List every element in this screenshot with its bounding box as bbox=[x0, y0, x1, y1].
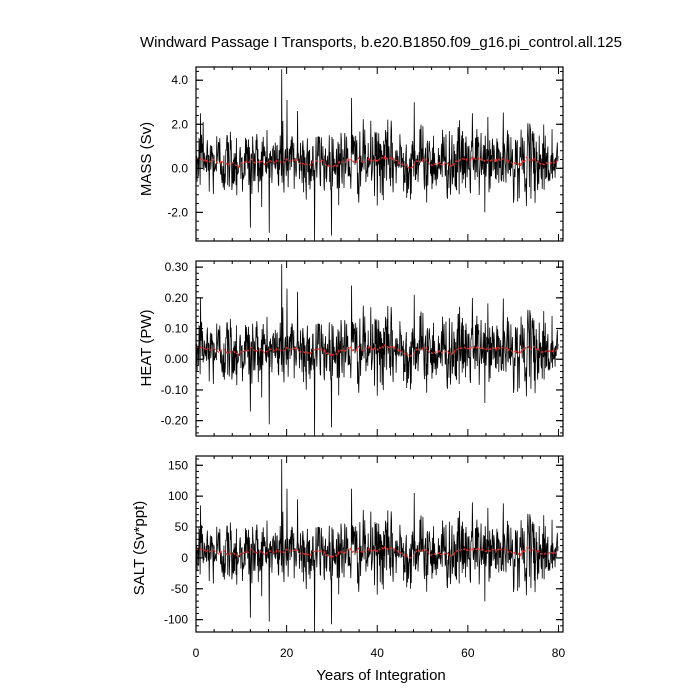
x-tick-label: 60 bbox=[461, 646, 475, 660]
y-tick-label: -0.10 bbox=[161, 383, 189, 397]
y-tick-label: -2.0 bbox=[167, 205, 188, 219]
y-tick-label: -50 bbox=[171, 582, 189, 596]
y-tick-label: 0.10 bbox=[165, 322, 189, 336]
y-tick-label: 100 bbox=[168, 489, 188, 503]
y-axis-label: MASS (Sv) bbox=[138, 122, 155, 196]
raw-transport-line bbox=[196, 69, 559, 241]
plot-frame bbox=[195, 455, 564, 633]
y-tick-label: 0.30 bbox=[165, 260, 189, 274]
y-tick-label: 0.20 bbox=[165, 291, 189, 305]
y-tick-label: 50 bbox=[175, 520, 189, 534]
smoothed-transport-line bbox=[196, 155, 559, 170]
smoothed-transport-line bbox=[196, 343, 559, 357]
y-axis-label: HEAT (PW) bbox=[138, 310, 155, 387]
y-tick-label: 0.00 bbox=[165, 352, 189, 366]
plot-frame bbox=[195, 260, 564, 437]
panel-mass: MASS (Sv) -2.0 0.0 2.0 4.0 bbox=[138, 66, 564, 242]
y-tick-label: 2.0 bbox=[171, 117, 188, 131]
plot-frame bbox=[195, 66, 564, 242]
y-tick-label: 0 bbox=[181, 551, 188, 565]
x-tick-label: 0 bbox=[193, 646, 200, 660]
x-axis-label: Years of Integration bbox=[316, 667, 446, 684]
x-tick-label: 80 bbox=[552, 646, 566, 660]
smoothed-transport-line bbox=[196, 545, 559, 559]
y-tick-label: 4.0 bbox=[171, 73, 188, 87]
y-tick-label: -100 bbox=[164, 613, 188, 627]
y-tick-label: -0.20 bbox=[161, 414, 189, 428]
raw-transport-line bbox=[196, 264, 559, 436]
x-tick-label: 40 bbox=[371, 646, 385, 660]
raw-transport-line bbox=[196, 459, 559, 632]
panel-heat: HEAT (PW) -0.20 -0.10 0.00 0.10 0.20 0.30 bbox=[138, 260, 564, 437]
x-tick-label: 20 bbox=[280, 646, 294, 660]
y-tick-label: 150 bbox=[168, 458, 188, 472]
y-axis-label: SALT (Sv*ppt) bbox=[131, 501, 148, 595]
y-tick-label: 0.0 bbox=[171, 161, 188, 175]
panel-salt: SALT (Sv*ppt) -100 -50 0 50 100 150 0 20 40 60 80 bbox=[131, 455, 566, 660]
chart-title: Windward Passage I Transports, b.e20.B18… bbox=[140, 34, 622, 51]
